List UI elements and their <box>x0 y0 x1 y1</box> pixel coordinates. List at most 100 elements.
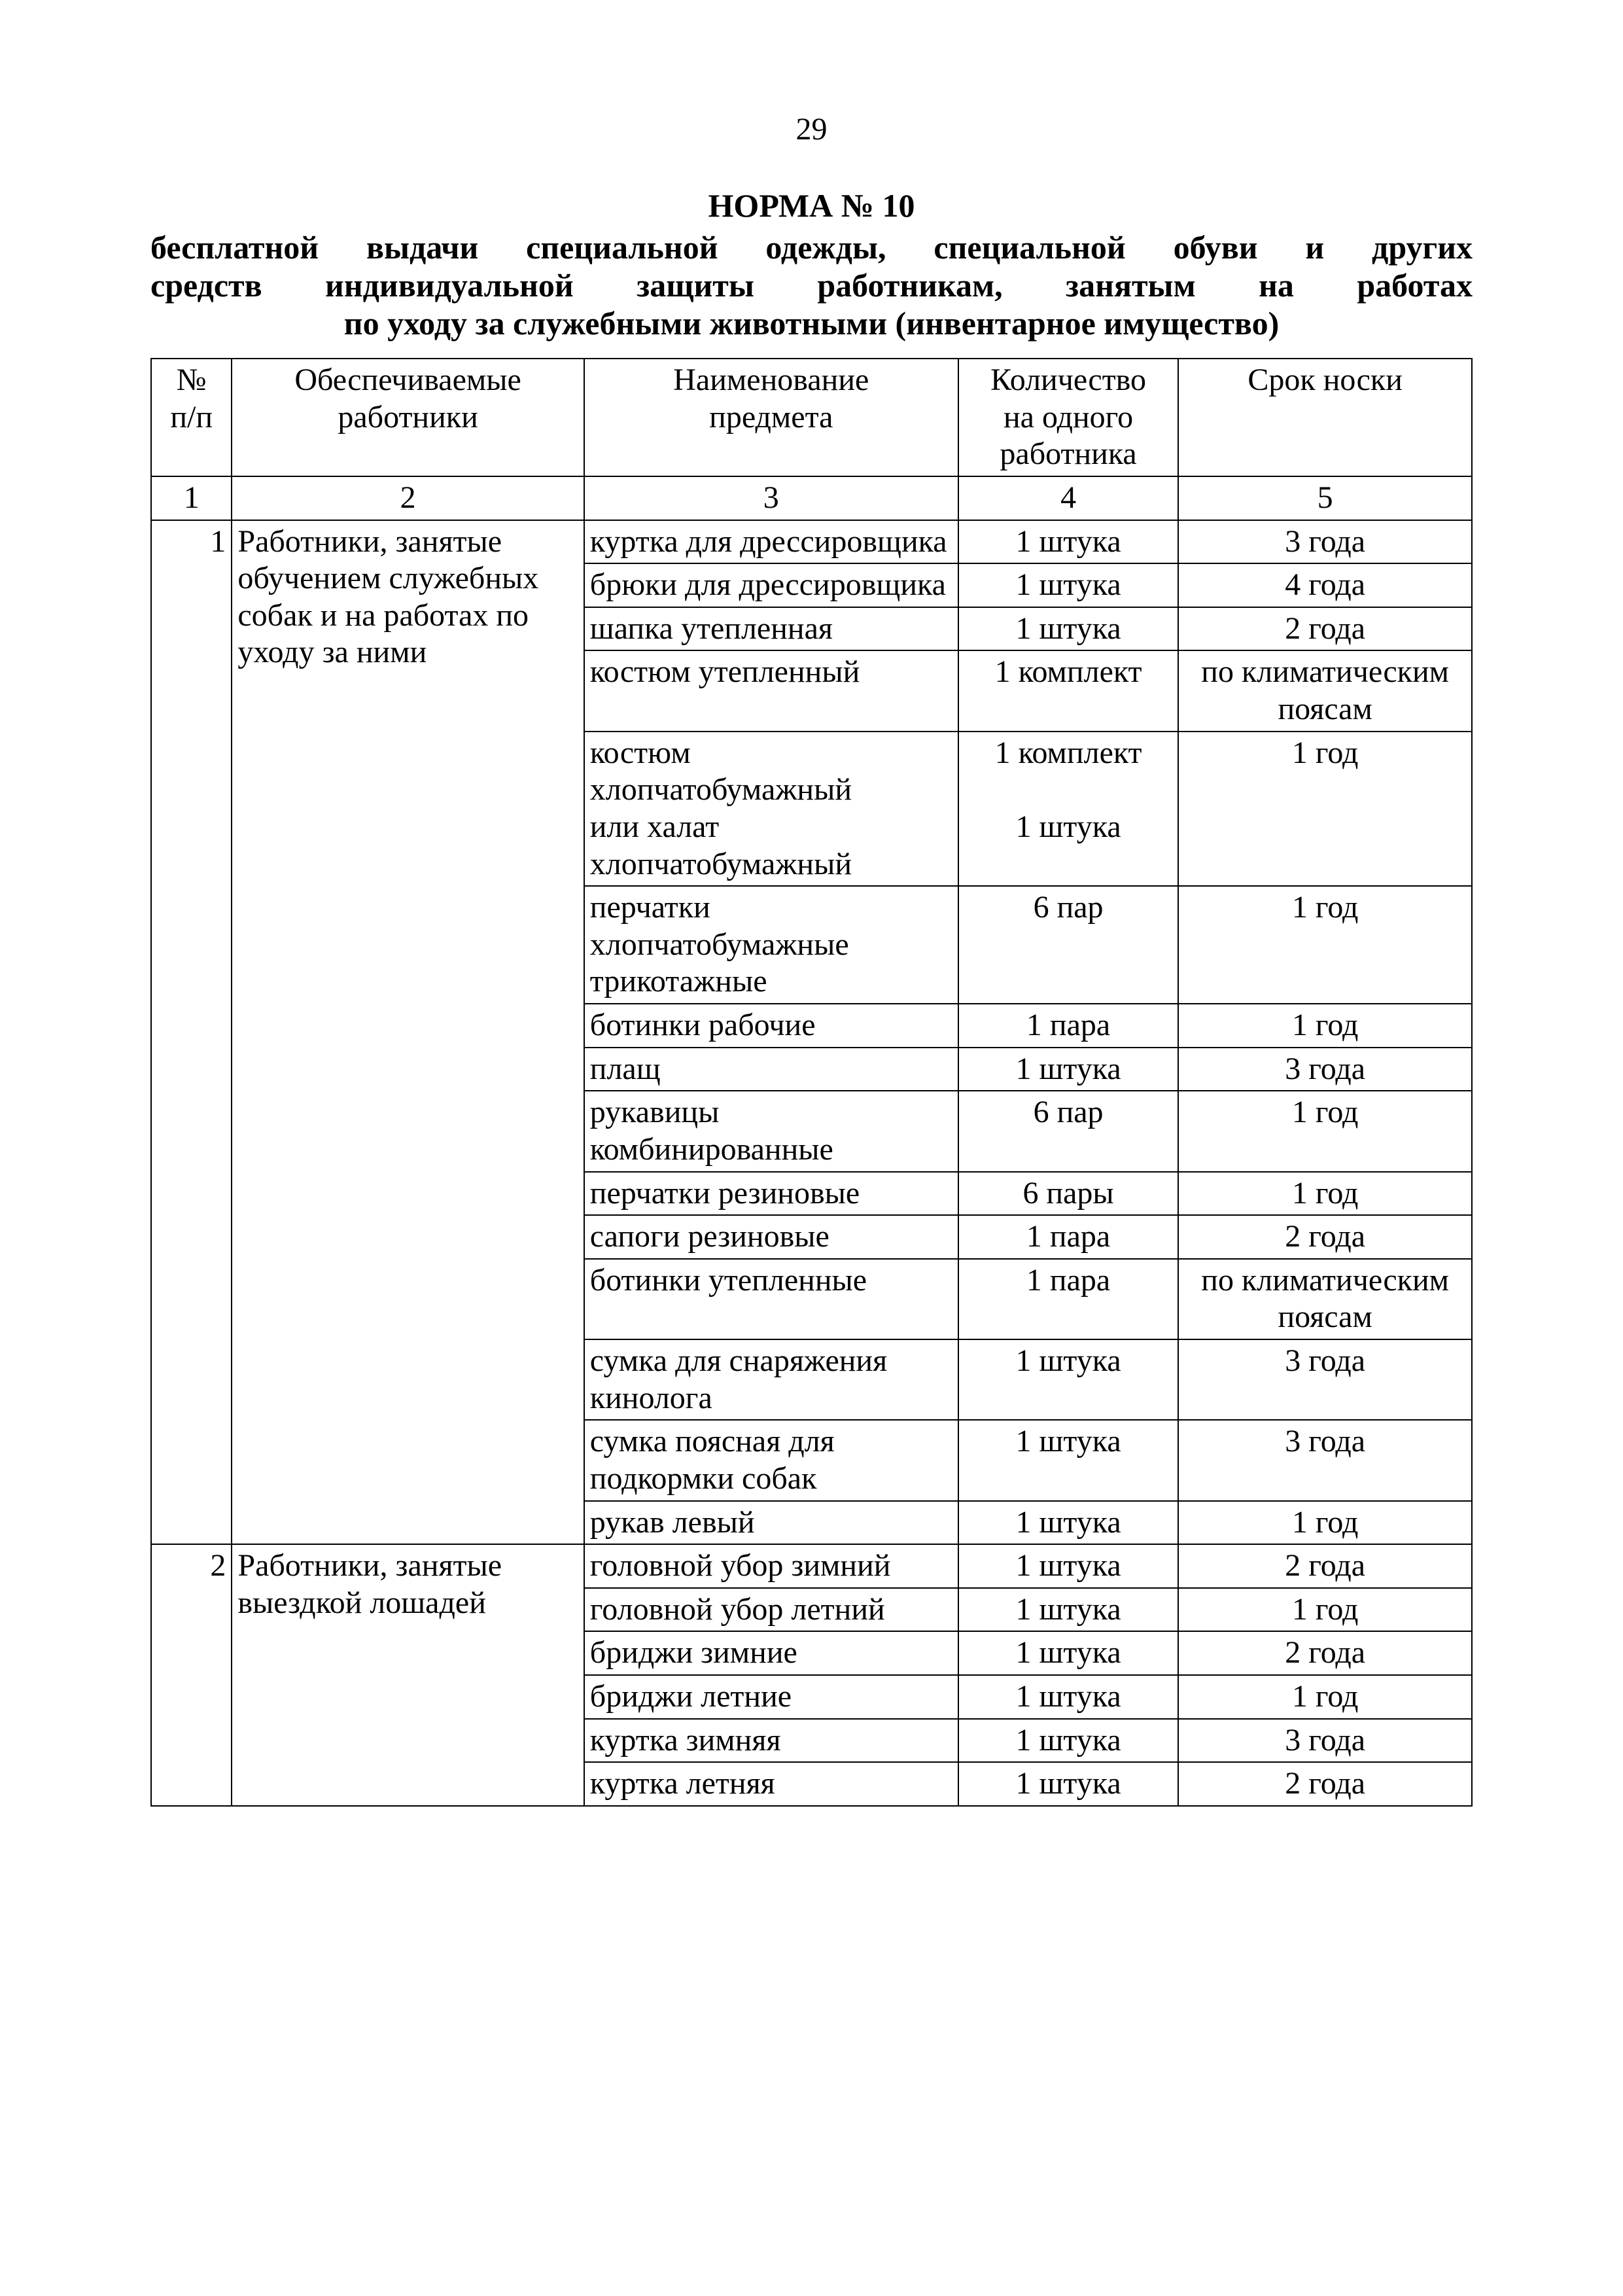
colnum-4: 4 <box>958 476 1179 520</box>
cell-item: ботинки утепленные <box>584 1259 958 1339</box>
header-text: предмета <box>590 399 952 436</box>
page-number: 29 <box>150 111 1473 147</box>
cell-term: 1 год <box>1178 1588 1472 1632</box>
cell-employee: Работники, занятые обучением служебных с… <box>232 520 584 1545</box>
cell-term: по климатическим поясам <box>1178 650 1472 731</box>
cell-qty: 6 пар <box>958 1091 1179 1171</box>
qty-text: 1 комплект <box>964 735 1173 772</box>
intro-line-1: бесплатной выдачи специальной одежды, сп… <box>150 228 1473 266</box>
norm-title: НОРМА № 10 <box>150 186 1473 224</box>
cell-term: 3 года <box>1178 1420 1472 1500</box>
header-text: работника <box>964 436 1173 473</box>
cell-item: плащ <box>584 1048 958 1091</box>
colnum-3: 3 <box>584 476 958 520</box>
cell-item: куртка для дрессировщика <box>584 520 958 564</box>
header-text: Наименование <box>590 362 952 399</box>
header-col-employee: Обеспечиваемые работники <box>232 359 584 476</box>
table-row: 1 Работники, занятые обучением служебных… <box>151 520 1472 564</box>
cell-num: 1 <box>151 520 232 1545</box>
column-number-row: 1 2 3 4 5 <box>151 476 1472 520</box>
cell-qty: 1 комплект 1 штука <box>958 732 1179 887</box>
header-text: Срок носки <box>1184 362 1466 399</box>
cell-item: костюм утепленный <box>584 650 958 731</box>
cell-qty: 1 штука <box>958 1588 1179 1632</box>
cell-item: костюм хлопчатобумажный или халат хлопча… <box>584 732 958 887</box>
cell-item: брюки для дрессировщика <box>584 563 958 607</box>
header-col-quantity: Количество на одного работника <box>958 359 1179 476</box>
cell-term: 3 года <box>1178 520 1472 564</box>
cell-term: 3 года <box>1178 1048 1472 1091</box>
cell-term: 3 года <box>1178 1719 1472 1763</box>
header-col-item: Наименование предмета <box>584 359 958 476</box>
colnum-1: 1 <box>151 476 232 520</box>
cell-item: сумка для снаряжения кинолога <box>584 1339 958 1420</box>
cell-item: рукавицы комбинированные <box>584 1091 958 1171</box>
cell-term: 1 год <box>1178 1675 1472 1719</box>
cell-term: 1 год <box>1178 886 1472 1004</box>
cell-qty: 1 комплект <box>958 650 1179 731</box>
header-text: п/п <box>157 399 226 436</box>
cell-item: перчатки резиновые <box>584 1172 958 1216</box>
colnum-5: 5 <box>1178 476 1472 520</box>
cell-employee: Работники, занятые выездкой лошадей <box>232 1544 584 1806</box>
cell-qty: 1 штука <box>958 1420 1179 1500</box>
cell-term: 3 года <box>1178 1339 1472 1420</box>
table-header-row: № п/п Обеспечиваемые работники Наименова… <box>151 359 1472 476</box>
cell-qty: 6 пар <box>958 886 1179 1004</box>
intro-paragraph: бесплатной выдачи специальной одежды, сп… <box>150 228 1473 342</box>
cell-qty: 1 пара <box>958 1004 1179 1048</box>
cell-qty: 1 штука <box>958 1501 1179 1545</box>
cell-item: сумка поясная для подкормки собак <box>584 1420 958 1500</box>
cell-qty: 1 штука <box>958 1675 1179 1719</box>
cell-qty: 1 штука <box>958 607 1179 651</box>
qty-text: 1 штука <box>964 809 1173 846</box>
header-text: Обеспечиваемые <box>237 362 578 399</box>
cell-qty: 1 штука <box>958 1544 1179 1588</box>
cell-qty: 1 штука <box>958 1339 1179 1420</box>
cell-item: куртка зимняя <box>584 1719 958 1763</box>
cell-term: по климатическим поясам <box>1178 1259 1472 1339</box>
cell-item: бриджи зимние <box>584 1631 958 1675</box>
header-col-term: Срок носки <box>1178 359 1472 476</box>
cell-num: 2 <box>151 1544 232 1806</box>
header-text: работники <box>237 399 578 436</box>
cell-item: рукав левый <box>584 1501 958 1545</box>
cell-term: 4 года <box>1178 563 1472 607</box>
table-row: 2 Работники, занятые выездкой лошадей го… <box>151 1544 1472 1588</box>
colnum-2: 2 <box>232 476 584 520</box>
cell-term: 1 год <box>1178 1091 1472 1171</box>
item-text: или халат хлопчатобумажный <box>590 809 952 883</box>
cell-qty: 1 штука <box>958 1048 1179 1091</box>
cell-item: головной убор летний <box>584 1588 958 1632</box>
cell-qty: 1 штука <box>958 520 1179 564</box>
cell-item: головной убор зимний <box>584 1544 958 1588</box>
cell-item: бриджи летние <box>584 1675 958 1719</box>
cell-qty: 1 пара <box>958 1259 1179 1339</box>
cell-term: 2 года <box>1178 1215 1472 1259</box>
cell-term: 1 год <box>1178 1172 1472 1216</box>
cell-qty: 1 штука <box>958 1762 1179 1806</box>
intro-line-2: средств индивидуальной защиты работникам… <box>150 266 1473 304</box>
cell-term: 1 год <box>1178 732 1472 887</box>
cell-qty: 1 штука <box>958 1631 1179 1675</box>
cell-item: перчатки хлопчатобумажные трикотажные <box>584 886 958 1004</box>
cell-item: сапоги резиновые <box>584 1215 958 1259</box>
cell-item: куртка летняя <box>584 1762 958 1806</box>
cell-term: 2 года <box>1178 1762 1472 1806</box>
table-body: 1 Работники, занятые обучением служебных… <box>151 520 1472 1806</box>
qty-blank <box>964 771 1173 809</box>
cell-qty: 1 штука <box>958 1719 1179 1763</box>
header-text: № <box>157 362 226 399</box>
cell-term: 2 года <box>1178 607 1472 651</box>
cell-term: 1 год <box>1178 1004 1472 1048</box>
intro-line-3: по уходу за служебными животными (инвент… <box>150 304 1473 342</box>
cell-term: 2 года <box>1178 1544 1472 1588</box>
cell-term: 2 года <box>1178 1631 1472 1675</box>
item-text: костюм хлопчатобумажный <box>590 735 952 809</box>
cell-qty: 6 пары <box>958 1172 1179 1216</box>
cell-term: 1 год <box>1178 1501 1472 1545</box>
cell-qty: 1 штука <box>958 563 1179 607</box>
header-text: Количество <box>964 362 1173 399</box>
cell-item: шапка утепленная <box>584 607 958 651</box>
header-col-num: № п/п <box>151 359 232 476</box>
